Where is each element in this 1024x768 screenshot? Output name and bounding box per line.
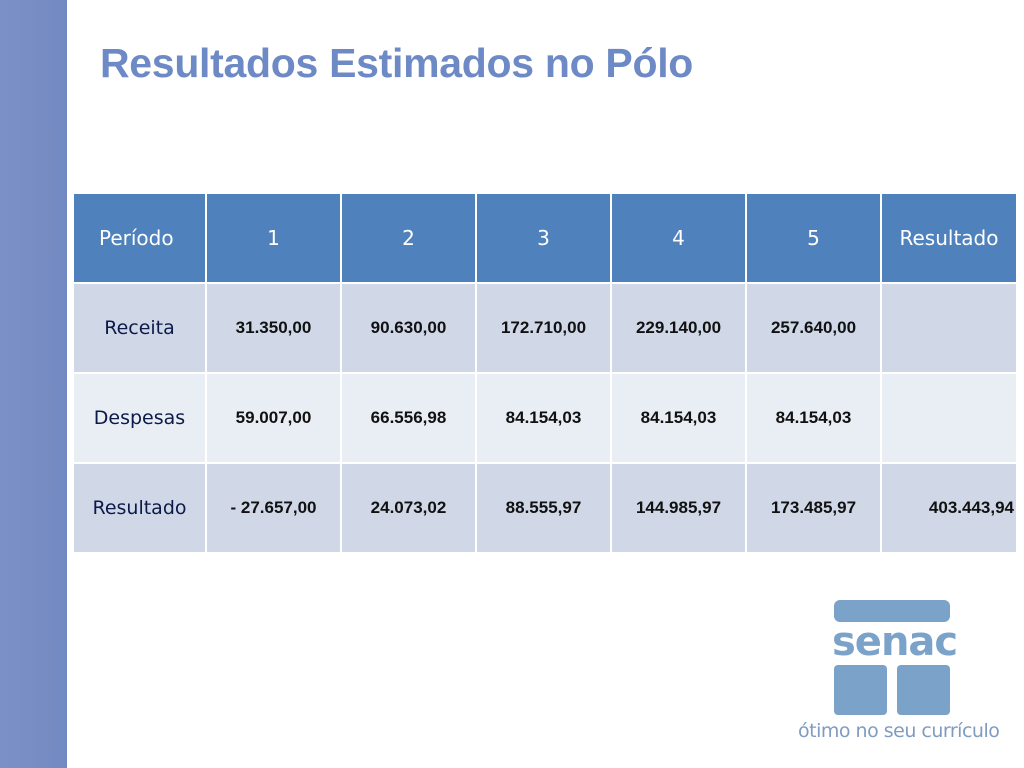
logo-square-right (897, 665, 950, 715)
cell-resultado-5: 173.485,97 (745, 462, 882, 554)
cell-receita-1: 31.350,00 (205, 282, 342, 374)
side-accent-bar (0, 0, 67, 768)
cell-receita-4: 229.140,00 (610, 282, 747, 374)
table-row-receita: Receita 31.350,00 90.630,00 172.710,00 2… (72, 282, 1018, 374)
cell-despesas-resultado (880, 372, 1018, 464)
logo-tagline: ótimo no seu currículo (798, 720, 1000, 742)
cell-resultado-2: 24.073,02 (340, 462, 477, 554)
results-table: Período 1 2 3 4 5 Resultado Receita 31.3… (72, 192, 1018, 554)
cell-resultado-total: 403.443,94 (880, 462, 1018, 554)
cell-resultado-4: 144.985,97 (610, 462, 747, 554)
cell-despesas-4: 84.154,03 (610, 372, 747, 464)
cell-despesas-1: 59.007,00 (205, 372, 342, 464)
cell-receita-3: 172.710,00 (475, 282, 612, 374)
table-row-despesas: Despesas 59.007,00 66.556,98 84.154,03 8… (72, 372, 1018, 464)
slide-title: Resultados Estimados no Pólo (100, 40, 694, 86)
header-period-1: 1 (205, 192, 342, 284)
cell-resultado-3: 88.555,97 (475, 462, 612, 554)
logo-square-left (834, 665, 887, 715)
cell-resultado-1: - 27.657,00 (205, 462, 342, 554)
header-period-3: 3 (475, 192, 612, 284)
cell-despesas-2: 66.556,98 (340, 372, 477, 464)
header-period-2: 2 (340, 192, 477, 284)
row-label-receita: Receita (72, 282, 207, 374)
header-period-5: 5 (745, 192, 882, 284)
row-label-resultado: Resultado (72, 462, 207, 554)
logo-wordmark: senac (832, 619, 958, 665)
header-periodo: Período (72, 192, 207, 284)
cell-despesas-5: 84.154,03 (745, 372, 882, 464)
header-resultado: Resultado (880, 192, 1018, 284)
logo-top-bar (834, 600, 950, 622)
cell-receita-resultado (880, 282, 1018, 374)
header-period-4: 4 (610, 192, 747, 284)
table-row-resultado: Resultado - 27.657,00 24.073,02 88.555,9… (72, 462, 1018, 554)
table-header-row: Período 1 2 3 4 5 Resultado (72, 192, 1018, 284)
row-label-despesas: Despesas (72, 372, 207, 464)
cell-receita-2: 90.630,00 (340, 282, 477, 374)
cell-despesas-3: 84.154,03 (475, 372, 612, 464)
cell-receita-5: 257.640,00 (745, 282, 882, 374)
